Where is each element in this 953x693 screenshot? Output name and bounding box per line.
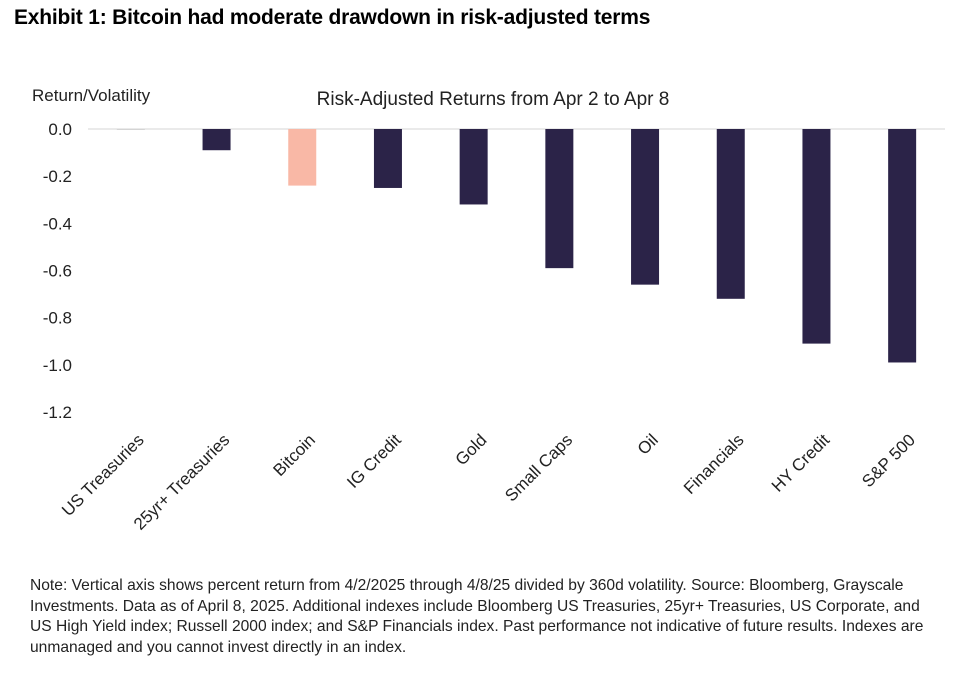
x-tick-label: HY Credit xyxy=(768,430,834,496)
bar-series xyxy=(116,129,917,363)
x-tick-label: Financials xyxy=(680,430,748,498)
y-tick-label: -1.0 xyxy=(43,356,72,375)
x-tick-label: Oil xyxy=(634,430,662,458)
bar-financials xyxy=(716,129,745,299)
bar-s-p-500 xyxy=(888,129,917,363)
x-tick-label: Gold xyxy=(452,430,491,469)
x-tick-label: S&P 500 xyxy=(858,430,919,491)
bar-hy-credit xyxy=(802,129,831,344)
x-tick-label: US Treasuries xyxy=(58,430,148,520)
bar-25yr-treasuries xyxy=(202,129,231,151)
exhibit-title: Exhibit 1: Bitcoin had moderate drawdown… xyxy=(14,6,651,29)
bar-ig-credit xyxy=(373,129,402,188)
risk-adjusted-returns-chart: Risk-Adjusted Returns from Apr 2 to Apr … xyxy=(32,86,945,534)
footnote: Note: Vertical axis shows percent return… xyxy=(30,577,924,656)
y-tick-label: -1.2 xyxy=(43,403,72,422)
bar-gold xyxy=(459,129,488,205)
bar-small-caps xyxy=(545,129,574,269)
y-tick-labels: 0.0 -0.2 -0.4 -0.6 -0.8 -1.0 -1.2 xyxy=(43,120,72,422)
x-tick-label: IG Credit xyxy=(343,430,405,492)
x-tick-label: Small Caps xyxy=(501,430,576,505)
bar-oil xyxy=(631,129,660,285)
y-tick-label: 0.0 xyxy=(48,120,72,139)
y-tick-label: -0.4 xyxy=(43,214,72,233)
chart-title: Risk-Adjusted Returns from Apr 2 to Apr … xyxy=(317,89,670,110)
x-tick-label: Bitcoin xyxy=(270,430,320,480)
bar-bitcoin xyxy=(288,129,317,186)
y-tick-label: -0.2 xyxy=(43,167,72,186)
y-tick-label: -0.8 xyxy=(43,309,72,328)
y-tick-label: -0.6 xyxy=(43,262,72,281)
bar-us-treasuries xyxy=(116,129,145,130)
y-axis-label: Return/Volatility xyxy=(32,86,151,105)
